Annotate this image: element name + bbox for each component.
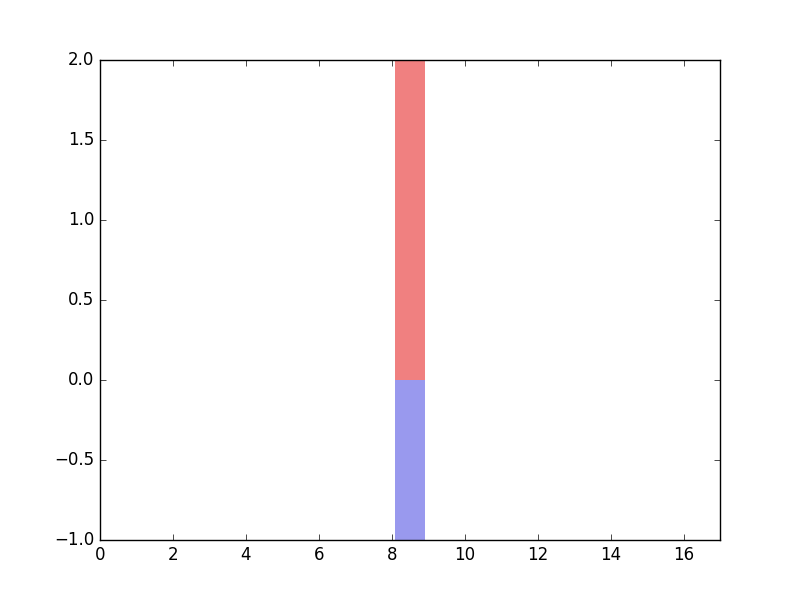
Bar	[395, 60, 425, 380]
Bar	[395, 380, 425, 540]
